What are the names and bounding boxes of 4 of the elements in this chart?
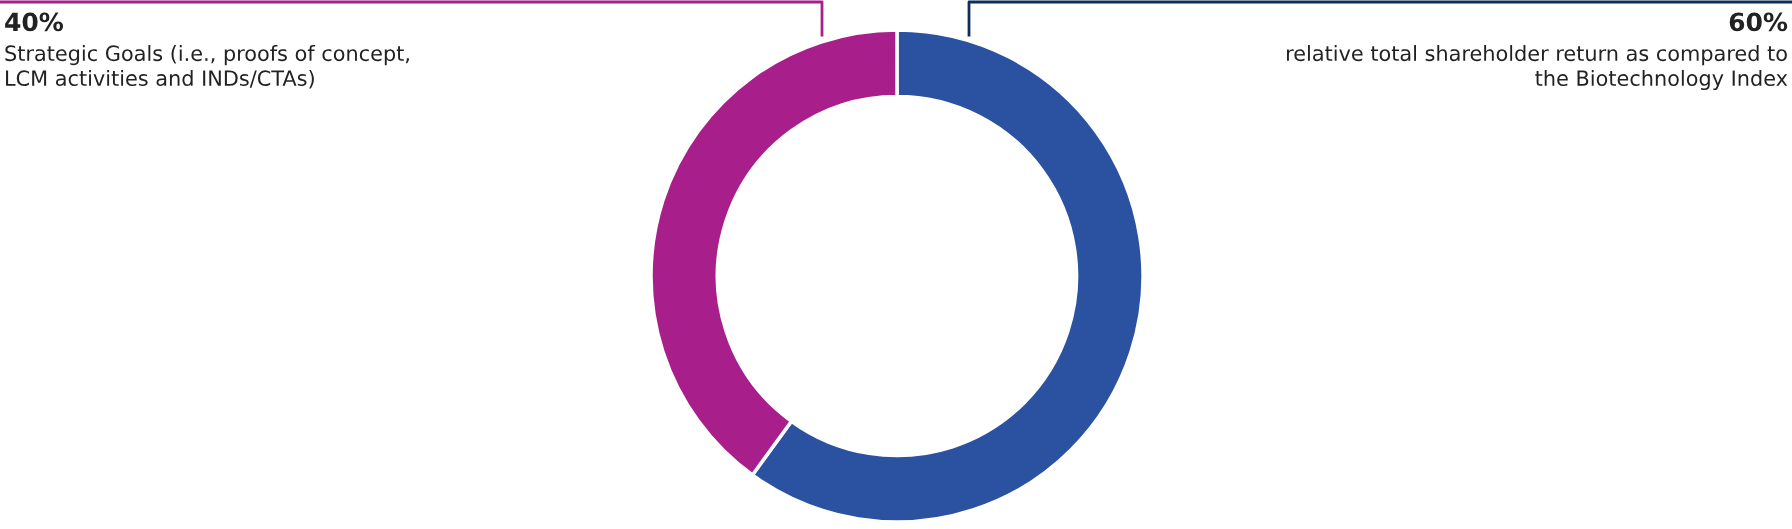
slice-label: relative total shareholder return as compared to the Biotechnology Index — [1287, 45, 1788, 91]
data-label: 40% — [5, 12, 64, 32]
slice-label: Strategic Goals (i.e., proofs of concept, LCM activities and INDs/CTAs) — [5, 45, 409, 89]
data-label: 60% — [1729, 12, 1788, 32]
